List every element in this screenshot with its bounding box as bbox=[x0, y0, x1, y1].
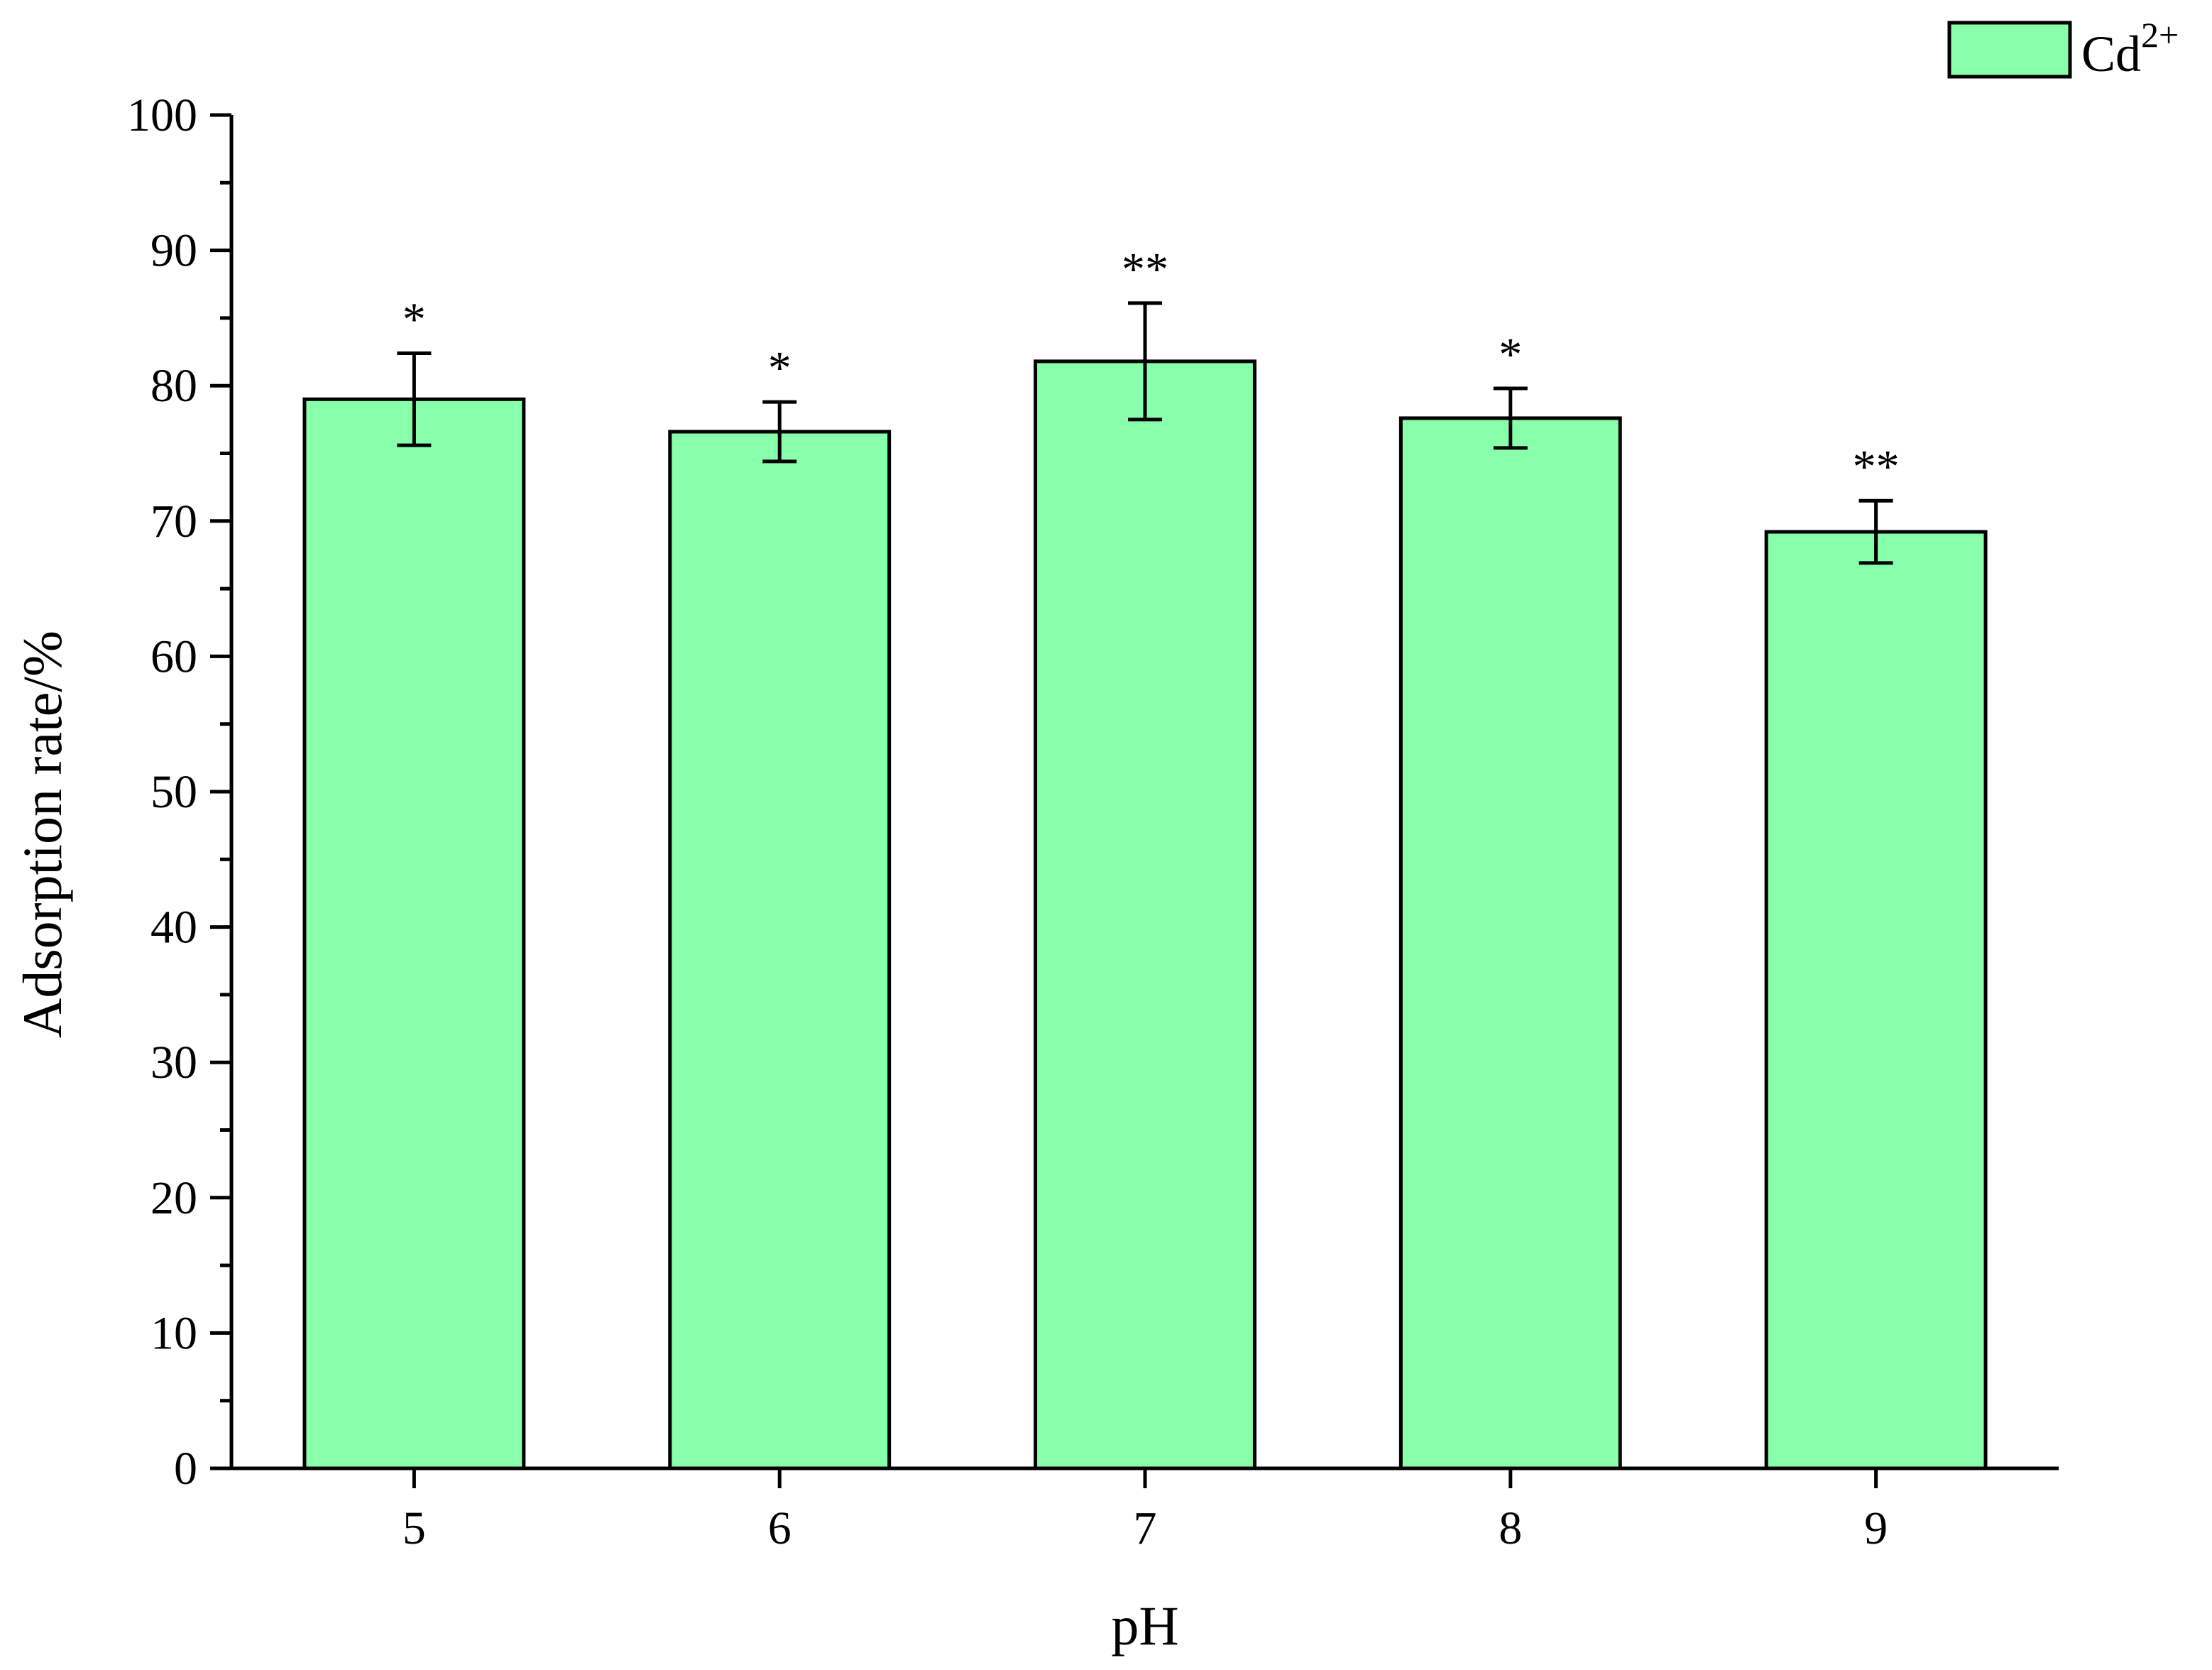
y-tick-label: 100 bbox=[127, 89, 197, 141]
significance-marker-ph-8: * bbox=[1499, 329, 1522, 381]
error-bar-ph-7 bbox=[1128, 301, 1162, 422]
error-bar-ph-9 bbox=[1858, 498, 1893, 565]
bar-ph-6 bbox=[668, 430, 892, 1470]
error-bar-ph-5 bbox=[397, 351, 432, 447]
legend-swatch bbox=[1947, 21, 2072, 79]
x-tick-label-8: 8 bbox=[1499, 1502, 1522, 1554]
x-tick-label-5: 5 bbox=[403, 1502, 426, 1554]
y-tick-label: 80 bbox=[150, 360, 197, 412]
y-tick-label: 10 bbox=[150, 1307, 197, 1359]
bar-ph-9 bbox=[1764, 530, 1988, 1470]
significance-group: ******* bbox=[403, 244, 1900, 493]
x-tick-label-7: 7 bbox=[1134, 1502, 1157, 1554]
bar-ph-5 bbox=[302, 397, 526, 1470]
significance-marker-ph-9: ** bbox=[1853, 441, 1900, 493]
y-tick-label: 70 bbox=[150, 496, 197, 547]
error-bar-ph-8 bbox=[1493, 386, 1528, 450]
y-tick-label: 60 bbox=[150, 631, 197, 682]
legend-label-superscript: 2+ bbox=[2141, 15, 2179, 55]
significance-marker-ph-5: * bbox=[403, 293, 426, 345]
y-tick-label: 20 bbox=[150, 1172, 197, 1224]
legend: Cd2+ bbox=[1947, 15, 2179, 82]
axes-group: 0 10 20 30 40 50 60 70 80 90 100 5 6 7 8 9 bbox=[127, 89, 2059, 1554]
x-tick-label-9: 9 bbox=[1864, 1502, 1888, 1554]
bar-ph-8 bbox=[1398, 416, 1622, 1470]
bar-ph-7 bbox=[1034, 359, 1256, 1470]
y-tick-label: 50 bbox=[150, 766, 197, 818]
legend-label-base: Cd bbox=[2081, 26, 2141, 82]
y-axis-title: Adsorption rate/% bbox=[11, 631, 73, 1038]
y-tick-label: 0 bbox=[174, 1443, 197, 1495]
x-tick-label-6: 6 bbox=[768, 1502, 792, 1554]
significance-marker-ph-6: * bbox=[768, 342, 792, 394]
legend-label: Cd2+ bbox=[2081, 15, 2179, 82]
y-tick-label: 30 bbox=[150, 1037, 197, 1088]
significance-marker-ph-7: ** bbox=[1122, 244, 1168, 295]
y-tick-label: 90 bbox=[150, 225, 197, 277]
error-bars-group bbox=[397, 301, 1893, 565]
error-bar-ph-6 bbox=[762, 400, 797, 464]
bars-group bbox=[302, 359, 1988, 1470]
x-axis-title: pH bbox=[1111, 1595, 1178, 1657]
y-tick-label: 40 bbox=[150, 902, 197, 954]
